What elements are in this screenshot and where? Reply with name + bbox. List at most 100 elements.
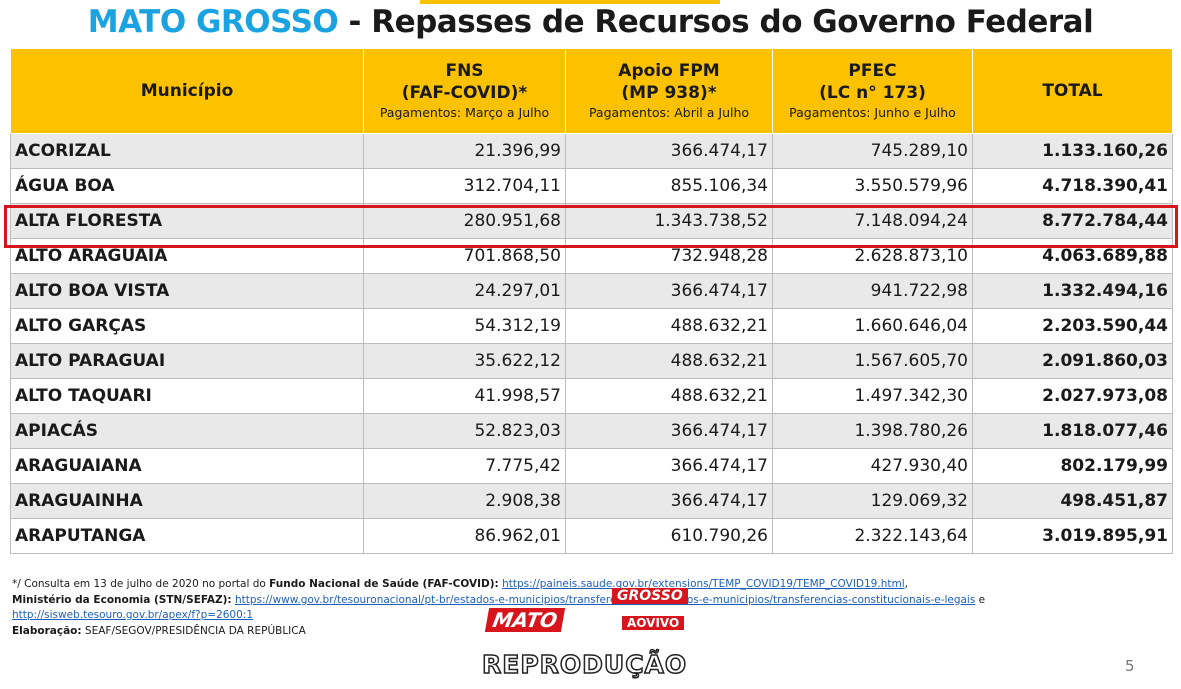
amount-cell: 3.019.895,91 — [972, 518, 1173, 554]
column-name: Município — [140, 81, 234, 101]
note-bold: Fundo Nacional de Saúde (FAF-COVID): — [269, 578, 499, 590]
column-name: PFEC — [848, 61, 897, 81]
amount-cell: 35.622,12 — [363, 343, 566, 379]
note-text: */ Consulta em 13 de julho de 2020 no po… — [12, 578, 270, 590]
note-line: Ministério da Economia (STN/SEFAZ): http… — [12, 593, 985, 609]
amount-cell: 4.718.390,41 — [972, 168, 1173, 204]
amount-cell: 4.063.689,88 — [972, 238, 1173, 274]
municipality-cell: ALTO GARÇAS — [10, 308, 364, 344]
note-line: http://sisweb.tesouro.gov.br/apex/f?p=26… — [12, 608, 985, 624]
amount-cell: 366.474,17 — [565, 133, 773, 169]
amount-cell: 7.775,42 — [363, 448, 566, 484]
note-line: */ Consulta em 13 de julho de 2020 no po… — [12, 577, 985, 593]
amount-cell: 366.474,17 — [565, 448, 773, 484]
amount-cell: 366.474,17 — [565, 273, 773, 309]
header-row: Município FNS (FAF-COVID)* Pagamentos: Març… — [10, 48, 1173, 134]
footnotes: */ Consulta em 13 de julho de 2020 no po… — [12, 577, 985, 639]
column-detail: (FAF-COVID)* — [401, 83, 528, 103]
title-rest: - Repasses de Recursos do Governo Federa… — [338, 4, 1094, 40]
top-bar — [420, 0, 720, 4]
amount-cell: 745.289,10 — [772, 133, 973, 169]
column-detail: (LC n° 173) — [819, 83, 926, 103]
column-header: Município — [10, 48, 364, 134]
municipality-cell: ARAGUAIANA — [10, 448, 364, 484]
amount-cell: 941.722,98 — [772, 273, 973, 309]
amount-cell: 498.451,87 — [972, 483, 1173, 519]
table-row: ÁGUA BOA 312.704,11 855.106,34 3.550.579,96… — [10, 168, 1173, 204]
note-line: Elaboração: SEAF/SEGOV/PRESIDÊNCIA DA RE… — [12, 624, 985, 640]
column-period: Pagamentos: Abril a Julho — [588, 105, 750, 120]
amount-cell: 3.550.579,96 — [772, 168, 973, 204]
amount-cell: 1.332.494,16 — [972, 273, 1173, 309]
table-row: ALTO ARAGUAIA 701.868,50 732.948,28 2.628.8… — [10, 238, 1173, 274]
table-row: APIACÁS 52.823,03 366.474,17 1.398.780,26 1.… — [10, 413, 1173, 449]
table-row: ACORIZAL 21.396,99 366.474,17 745.289,10 1.1… — [10, 133, 1173, 169]
amount-cell: 2.908,38 — [363, 483, 566, 519]
table-row: ARAGUAINHA 2.908,38 366.474,17 129.069,32 49… — [10, 483, 1173, 519]
amount-cell: 855.106,34 — [565, 168, 773, 204]
note-text: , — [904, 578, 908, 590]
watermark-brand: GROSSO — [612, 588, 688, 604]
note-bold: Elaboração: — [12, 624, 82, 637]
table-row: ALTO BOA VISTA 24.297,01 366.474,17 941.722… — [10, 273, 1173, 309]
amount-cell: 802.179,99 — [972, 448, 1173, 484]
amount-cell: 1.660.646,04 — [772, 308, 973, 344]
amount-cell: 1.133.160,26 — [972, 133, 1173, 169]
amount-cell: 2.203.590,44 — [972, 308, 1173, 344]
table-body: ACORIZAL 21.396,99 366.474,17 745.289,10 1.1… — [10, 133, 1173, 554]
municipality-cell: ALTO PARAGUAI — [10, 343, 364, 379]
municipality-cell: ARAGUAINHA — [10, 483, 364, 519]
note-link[interactable]: https://paineis.saude.gov.br/extensions/… — [502, 578, 905, 590]
note-text: e — [975, 593, 986, 606]
note-link[interactable]: http://sisweb.tesouro.gov.br/apex/f?p=26… — [12, 609, 254, 621]
amount-cell: 52.823,03 — [363, 413, 566, 449]
municipality-cell: ÁGUA BOA — [10, 168, 364, 204]
table-row: ALTO TAQUARI 41.998,57 488.632,21 1.497.342… — [10, 378, 1173, 414]
amount-cell: 312.704,11 — [363, 168, 566, 204]
amount-cell: 21.396,99 — [363, 133, 566, 169]
column-name: TOTAL — [1042, 81, 1103, 101]
watermark-brand: MATO — [484, 608, 566, 632]
column-name: Apoio FPM — [618, 61, 720, 81]
amount-cell: 1.343.738,52 — [565, 203, 773, 239]
amount-cell: 2.027.973,08 — [972, 378, 1173, 414]
table-row: ARAGUAIANA 7.775,42 366.474,17 427.930,40 80… — [10, 448, 1173, 484]
column-detail: (MP 938)* — [621, 83, 717, 103]
amount-cell: 732.948,28 — [565, 238, 773, 274]
column-name: FNS — [445, 61, 484, 81]
transfers-table: Município FNS (FAF-COVID)* Pagamentos: Març… — [10, 48, 1173, 554]
note-text: SEAF/SEGOV/PRESIDÊNCIA DA REPÚBLICA — [81, 624, 306, 637]
municipality-cell: ALTO TAQUARI — [10, 378, 364, 414]
amount-cell: 427.930,40 — [772, 448, 973, 484]
watermark-label: REPRODUÇÃO — [481, 649, 688, 680]
amount-cell: 366.474,17 — [565, 413, 773, 449]
amount-cell: 366.474,17 — [565, 483, 773, 519]
column-header: Apoio FPM (MP 938)* Pagamentos: Abril a Ju… — [565, 48, 773, 134]
watermark-brand: AOVIVO — [622, 616, 685, 630]
municipality-cell: ARAPUTANGA — [10, 518, 364, 554]
amount-cell: 2.628.873,10 — [772, 238, 973, 274]
table-row: ALTO PARAGUAI 35.622,12 488.632,21 1.567.60… — [10, 343, 1173, 379]
municipality-cell: ALTA FLORESTA — [10, 203, 364, 239]
amount-cell: 488.632,21 — [565, 378, 773, 414]
amount-cell: 280.951,68 — [363, 203, 566, 239]
amount-cell: 86.962,01 — [363, 518, 566, 554]
title-state: MATO GROSSO — [87, 4, 339, 40]
municipality-cell: ACORIZAL — [10, 133, 364, 169]
column-header: FNS (FAF-COVID)* Pagamentos: Março a Julho — [363, 48, 566, 134]
table-row: ALTO GARÇAS 54.312,19 488.632,21 1.660.646,… — [10, 308, 1173, 344]
amount-cell: 2.322.143,64 — [772, 518, 973, 554]
amount-cell: 488.632,21 — [565, 343, 773, 379]
amount-cell: 1.818.077,46 — [972, 413, 1173, 449]
municipality-cell: ALTO ARAGUAIA — [10, 238, 364, 274]
amount-cell: 41.998,57 — [363, 378, 566, 414]
column-period: Pagamentos: Março a Julho — [379, 105, 550, 120]
note-link[interactable]: https://www.gov.br/tesouronacional/pt-br… — [234, 593, 976, 606]
column-header: TOTAL — [972, 48, 1173, 134]
column-header: PFEC (LC n° 173) Pagamentos: Junho e Julho — [772, 48, 973, 134]
amount-cell: 24.297,01 — [363, 273, 566, 309]
amount-cell: 1.398.780,26 — [772, 413, 973, 449]
amount-cell: 8.772.784,44 — [972, 203, 1173, 239]
amount-cell: 701.868,50 — [363, 238, 566, 274]
amount-cell: 54.312,19 — [363, 308, 566, 344]
